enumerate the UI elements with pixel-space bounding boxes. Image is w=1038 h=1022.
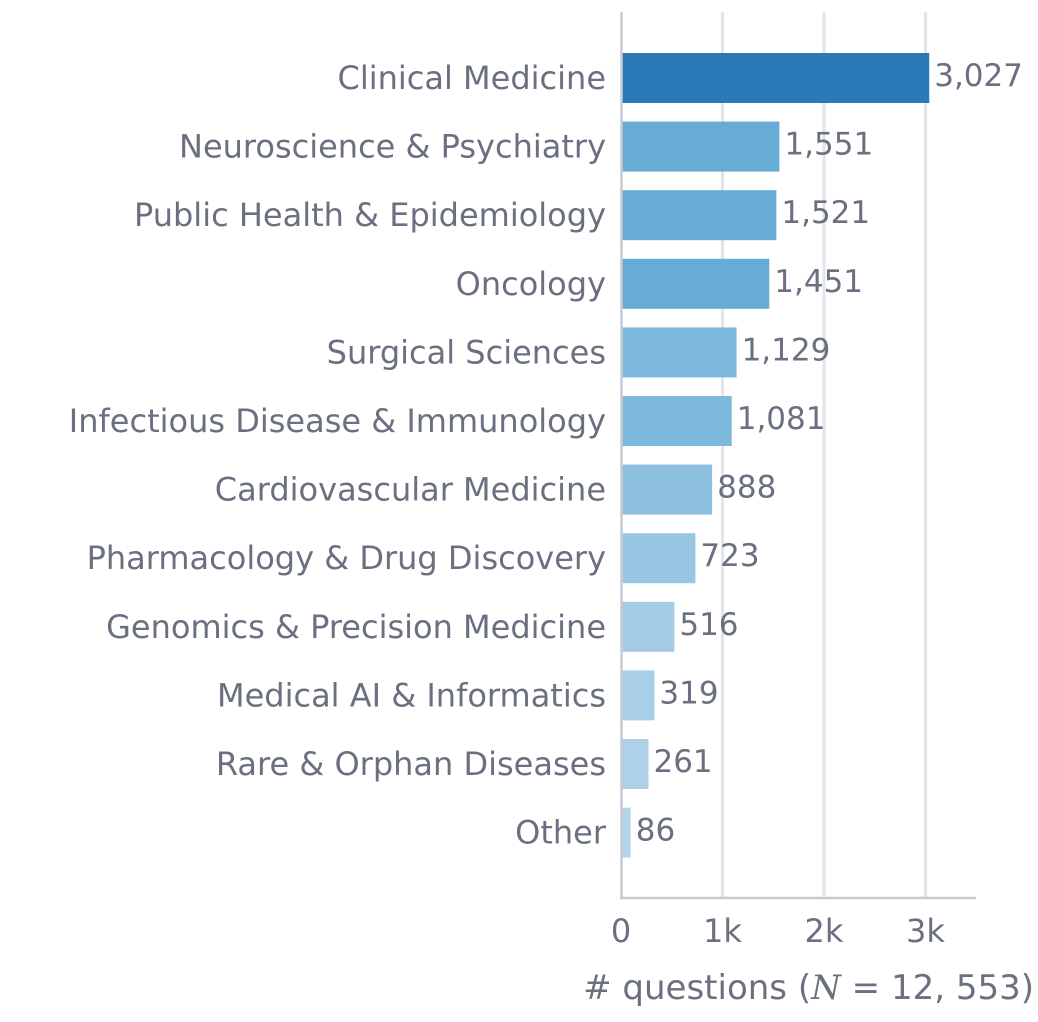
category-label-pharmacology-and-drug-discovery: Pharmacology & Drug Discovery <box>87 539 606 577</box>
x-axis-title: # questions (N = 12, 553) <box>583 968 1034 1008</box>
category-label-neuroscience-and-psychiatry: Neuroscience & Psychiatry <box>179 128 606 166</box>
x-tick-label-3k: 3k <box>906 912 945 950</box>
bar-medical-ai-and-informatics <box>622 670 655 721</box>
value-label-medical-ai-and-informatics: 319 <box>659 675 718 711</box>
category-label-public-health-and-epidemiology: Public Health & Epidemiology <box>134 196 606 234</box>
category-label-infectious-disease-and-immunology: Infectious Disease & Immunology <box>69 402 606 440</box>
category-label-surgical-sciences: Surgical Sciences <box>327 333 606 371</box>
value-label-surgical-sciences: 1,129 <box>742 332 831 368</box>
category-label-medical-ai-and-informatics: Medical AI & Informatics <box>217 676 606 714</box>
bar-neuroscience-and-psychiatry <box>622 121 780 172</box>
category-label-cardiovascular-medicine: Cardiovascular Medicine <box>215 471 606 509</box>
value-label-clinical-medicine: 3,027 <box>934 58 1023 94</box>
bar-pharmacology-and-drug-discovery <box>622 533 696 584</box>
category-label-clinical-medicine: Clinical Medicine <box>337 59 606 97</box>
x-tick-labels: 0 1k 2k 3k <box>611 912 946 950</box>
x-tick-label-0: 0 <box>611 912 631 950</box>
category-label-oncology: Oncology <box>456 265 606 303</box>
x-tick-label-2k: 2k <box>805 912 844 950</box>
bar-other <box>622 807 631 858</box>
bar-infectious-disease-and-immunology <box>622 396 732 446</box>
value-label-infectious-disease-and-immunology: 1,081 <box>737 401 826 437</box>
value-label-genomics-and-precision-medicine: 516 <box>679 607 738 643</box>
bar-surgical-sciences <box>622 327 737 378</box>
bar-clinical-medicine <box>622 53 930 103</box>
bar-genomics-and-precision-medicine <box>622 601 675 652</box>
bars <box>622 53 930 858</box>
category-label-other: Other <box>515 814 607 852</box>
bar-public-health-and-epidemiology <box>622 190 777 241</box>
bar-oncology <box>622 258 770 309</box>
value-label-pharmacology-and-drug-discovery: 723 <box>700 538 759 574</box>
value-label-cardiovascular-medicine: 888 <box>717 470 776 506</box>
x-tick-label-1k: 1k <box>703 912 742 950</box>
value-label-neuroscience-and-psychiatry: 1,551 <box>784 127 873 163</box>
category-label-genomics-and-precision-medicine: Genomics & Precision Medicine <box>106 608 606 646</box>
category-label-rare-and-orphan-diseases: Rare & Orphan Diseases <box>216 745 606 783</box>
value-label-oncology: 1,451 <box>774 264 863 300</box>
value-label-rare-and-orphan-diseases: 261 <box>653 744 712 780</box>
value-label-public-health-and-epidemiology: 1,521 <box>781 195 870 231</box>
bar-cardiovascular-medicine <box>622 464 713 515</box>
bar-rare-and-orphan-diseases <box>622 739 649 789</box>
axes <box>620 12 976 900</box>
value-label-other: 86 <box>636 813 675 849</box>
value-labels: 3,027 1,551 1,521 1,451 1,129 1,081 888 723 516 3… <box>636 58 1023 849</box>
category-labels: Clinical Medicine Neuroscience & Psychiat… <box>69 59 607 852</box>
